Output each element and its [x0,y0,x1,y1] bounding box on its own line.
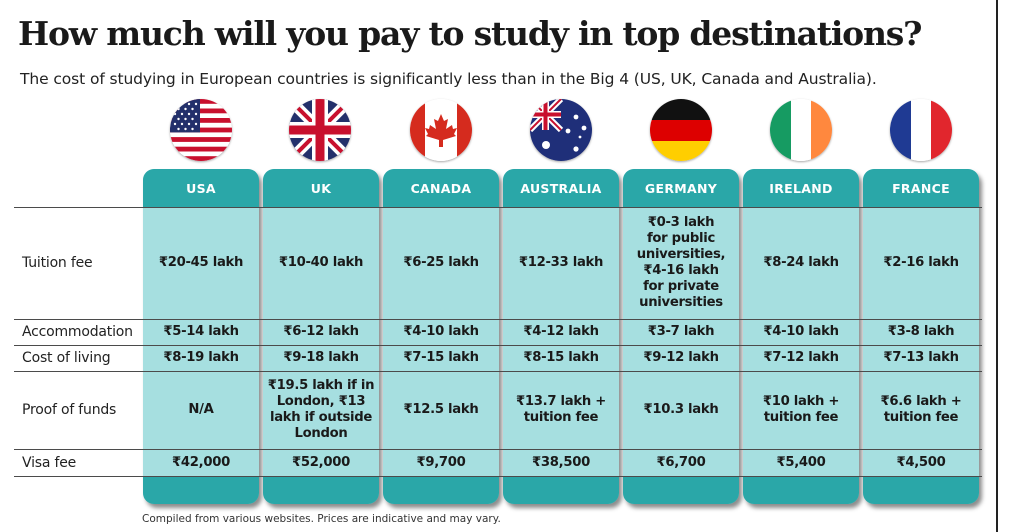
table-cell: N/A [188,402,214,417]
column-uk [263,169,379,504]
uk-flag-icon [289,99,351,161]
row-label-accommodation: Accommodation [22,324,133,340]
australia-flag-icon [530,99,592,161]
table-cell: ₹4-12 lakh [523,324,599,339]
row-divider [14,345,982,346]
page-edge-rule [996,0,998,532]
table-cell: ₹9-12 lakh [643,350,719,365]
page-title: How much will you pay to study in top de… [18,14,922,53]
germany-flag-icon [650,99,712,161]
table-cell: ₹4,500 [896,454,946,470]
table-cell: ₹2-16 lakh [883,255,959,270]
column-ireland [743,169,859,504]
column-header-canada: CANADA [410,180,472,196]
column-header-ireland: IRELAND [769,180,833,196]
row-label-visa-fee: Visa fee [22,454,77,471]
table-cell: ₹9,700 [416,454,466,470]
source-note: Compiled from various websites. Prices a… [142,513,501,525]
table-cell: ₹7-13 lakh [883,350,959,365]
table-cell: ₹42,000 [172,454,230,470]
column-header-australia: AUSTRALIA [520,180,602,196]
column-header-germany: GERMANY [644,180,718,196]
table-cell: ₹8-15 lakh [523,350,599,365]
table-cell: ₹0-3 lakh for public universities, ₹4-16… [636,215,726,310]
row-divider [14,449,982,450]
column-canada [383,169,499,504]
table-cell: ₹3-7 lakh [647,324,715,339]
column-france [863,169,979,504]
table-cell: ₹3-8 lakh [887,324,955,339]
table-cell: ₹6.6 lakh + tuition fee [880,394,962,425]
table-cell: ₹8-19 lakh [163,350,239,365]
table-cell: ₹10.3 lakh [643,402,719,417]
column-header-france: FRANCE [892,180,950,196]
row-divider [14,476,982,477]
table-cell: ₹20-45 lakh [158,255,244,270]
ireland-flag-icon [770,99,832,161]
table-cell: ₹7-15 lakh [403,350,479,365]
column-germany [623,169,739,504]
table-cell: ₹6,700 [656,454,706,470]
table-cell: ₹12-33 lakh [518,255,604,270]
table-cell: ₹5-14 lakh [163,324,239,339]
table-cell: ₹4-10 lakh [403,324,479,339]
column-header-uk: UK [310,180,332,196]
table-cell: ₹10 lakh + tuition fee [762,394,840,425]
table-cell: ₹38,500 [532,454,590,470]
row-divider [14,371,982,372]
table-cell: ₹9-18 lakh [283,350,359,365]
table-cell: ₹12.5 lakh [403,402,479,417]
table-cell: ₹10-40 lakh [278,255,364,270]
row-divider [14,207,982,208]
table-cell: ₹4-10 lakh [763,324,839,339]
column-usa [143,169,259,504]
table-cell: ₹13.7 lakh + tuition fee [516,394,606,425]
table-cell: ₹52,000 [292,454,350,470]
row-label-tuition-fee: Tuition fee [22,255,93,271]
row-label-proof-of-funds: Proof of funds [22,402,117,418]
column-australia [503,169,619,504]
table-cell: ₹6-12 lakh [283,324,359,339]
table-cell: ₹8-24 lakh [763,255,839,270]
page-subtitle: The cost of studying in European countri… [20,70,877,88]
canada-flag-icon [410,99,472,161]
table-cell: ₹6-25 lakh [403,255,479,270]
france-flag-icon [890,99,952,161]
table-cell: ₹5,400 [776,454,826,470]
table-cell: ₹19.5 lakh if in London, ₹13 lakh if out… [267,378,375,441]
row-divider [14,319,982,320]
usa-flag-icon [170,99,232,161]
table-cell: ₹7-12 lakh [763,350,839,365]
column-header-usa: USA [186,180,216,196]
row-label-cost-of-living: Cost of living [22,350,111,366]
